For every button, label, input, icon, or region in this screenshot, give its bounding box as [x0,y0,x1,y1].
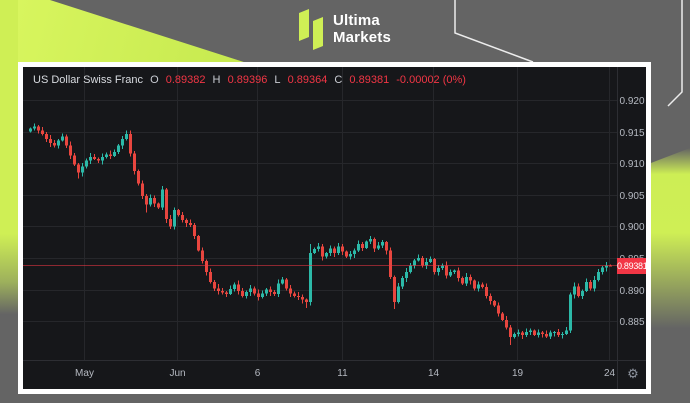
axis-labels[interactable]: 0.9200.9150.9100.9050.9000.8950.8900.885… [75,96,645,379]
open-value: 0.89382 [165,74,206,86]
svg-text:14: 14 [428,368,440,379]
symbol-name: US Dollar Swiss Franc [33,74,144,86]
svg-text:0.885: 0.885 [619,317,644,328]
chart-frame: US Dollar Swiss Franc O 0.89382 H 0.8939… [18,62,651,394]
gear-icon[interactable]: ⚙ [627,366,639,381]
chart-panel[interactable]: US Dollar Swiss Franc O 0.89382 H 0.8939… [23,67,646,389]
svg-text:24: 24 [604,368,616,379]
close-label: C [334,74,343,86]
ohlc-legend: US Dollar Swiss Franc O 0.89382 H 0.8939… [33,74,470,86]
ultima-markets-logo: Ultima Markets [0,8,690,51]
low-value: 0.89364 [287,74,328,86]
open-label: O [150,74,159,86]
close-value: 0.89381 [349,74,390,86]
low-label: L [274,74,281,86]
svg-text:0.910: 0.910 [619,159,644,170]
candles [29,123,612,346]
svg-text:Jun: Jun [169,368,185,379]
svg-text:19: 19 [512,368,524,379]
svg-text:0.915: 0.915 [619,128,644,139]
ultima-markets-logo-text: Ultima Markets [332,12,392,46]
svg-text:0.900: 0.900 [619,222,644,233]
svg-text:0.920: 0.920 [619,96,644,107]
logo-line-1: Ultima [332,12,380,29]
high-value: 0.89396 [227,74,268,86]
high-label: H [212,74,221,86]
svg-text:0.905: 0.905 [619,191,644,202]
last-price-badge: 0.89381 [617,257,646,274]
candlestick-chart-canvas[interactable]: 0.9200.9150.9100.9050.9000.8950.8900.885… [23,67,646,389]
svg-text:6: 6 [255,368,261,379]
bg-lime-strip-left [0,0,18,403]
svg-text:11: 11 [337,368,348,379]
bg-lime-shape-right [646,148,690,336]
change-value: -0.00002 (0%) [396,74,466,86]
logo-line-2: Markets [332,28,392,46]
svg-text:May: May [75,368,94,379]
ultima-markets-logo-icon [298,9,323,50]
svg-text:0.890: 0.890 [619,286,644,297]
grid-lines [23,67,646,389]
